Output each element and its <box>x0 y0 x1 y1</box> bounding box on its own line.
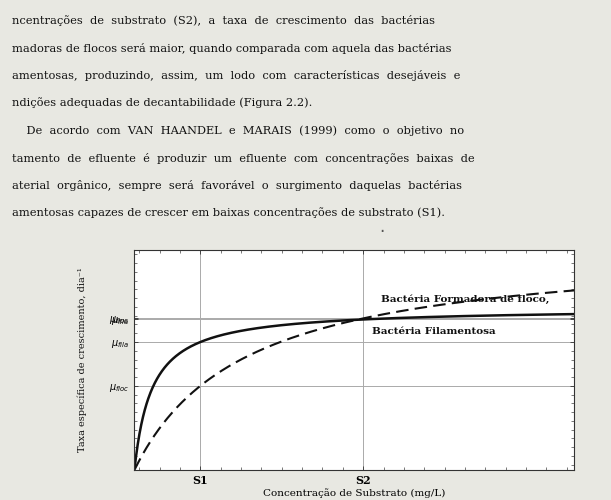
Text: .: . <box>379 218 384 236</box>
Text: amentosas,  produzindo,  assim,  um  lodo  com  características  desejáveis  e: amentosas, produzindo, assim, um lodo co… <box>12 70 461 81</box>
Text: Bactéria Formadora de floco,: Bactéria Formadora de floco, <box>381 294 549 304</box>
Text: ncentrações  de  substrato  (S2),  a  taxa  de  crescimento  das  bactérias: ncentrações de substrato (S2), a taxa de… <box>12 15 435 26</box>
Text: amentosas capazes de crescer em baixas concentrações de substrato (S1).: amentosas capazes de crescer em baixas c… <box>12 208 445 218</box>
Text: madoras de flocos será maior, quando comparada com aquela das bactérias: madoras de flocos será maior, quando com… <box>12 42 452 54</box>
X-axis label: Concentração de Substrato (mg/L): Concentração de Substrato (mg/L) <box>263 488 445 498</box>
Text: tamento  de  efluente  é  produzir  um  efluente  com  concentrações  baixas  de: tamento de efluente é produzir um efluen… <box>12 152 475 164</box>
Text: ndições adequadas de decantabilidade (Figura 2.2).: ndições adequadas de decantabilidade (Fi… <box>12 98 313 108</box>
Text: De  acordo  com  VAN  HAANDEL  e  MARAIS  (1999)  como  o  objetivo  no: De acordo com VAN HAANDEL e MARAIS (1999… <box>12 125 464 136</box>
Text: Bactéria Filamentosa: Bactéria Filamentosa <box>372 327 496 336</box>
Text: Taxa específica de crescimento, dia⁻¹: Taxa específica de crescimento, dia⁻¹ <box>78 268 87 452</box>
Text: aterial  orgânico,  sempre  será  favorável  o  surgimento  daquelas  bactérias: aterial orgânico, sempre será favorável … <box>12 180 462 191</box>
